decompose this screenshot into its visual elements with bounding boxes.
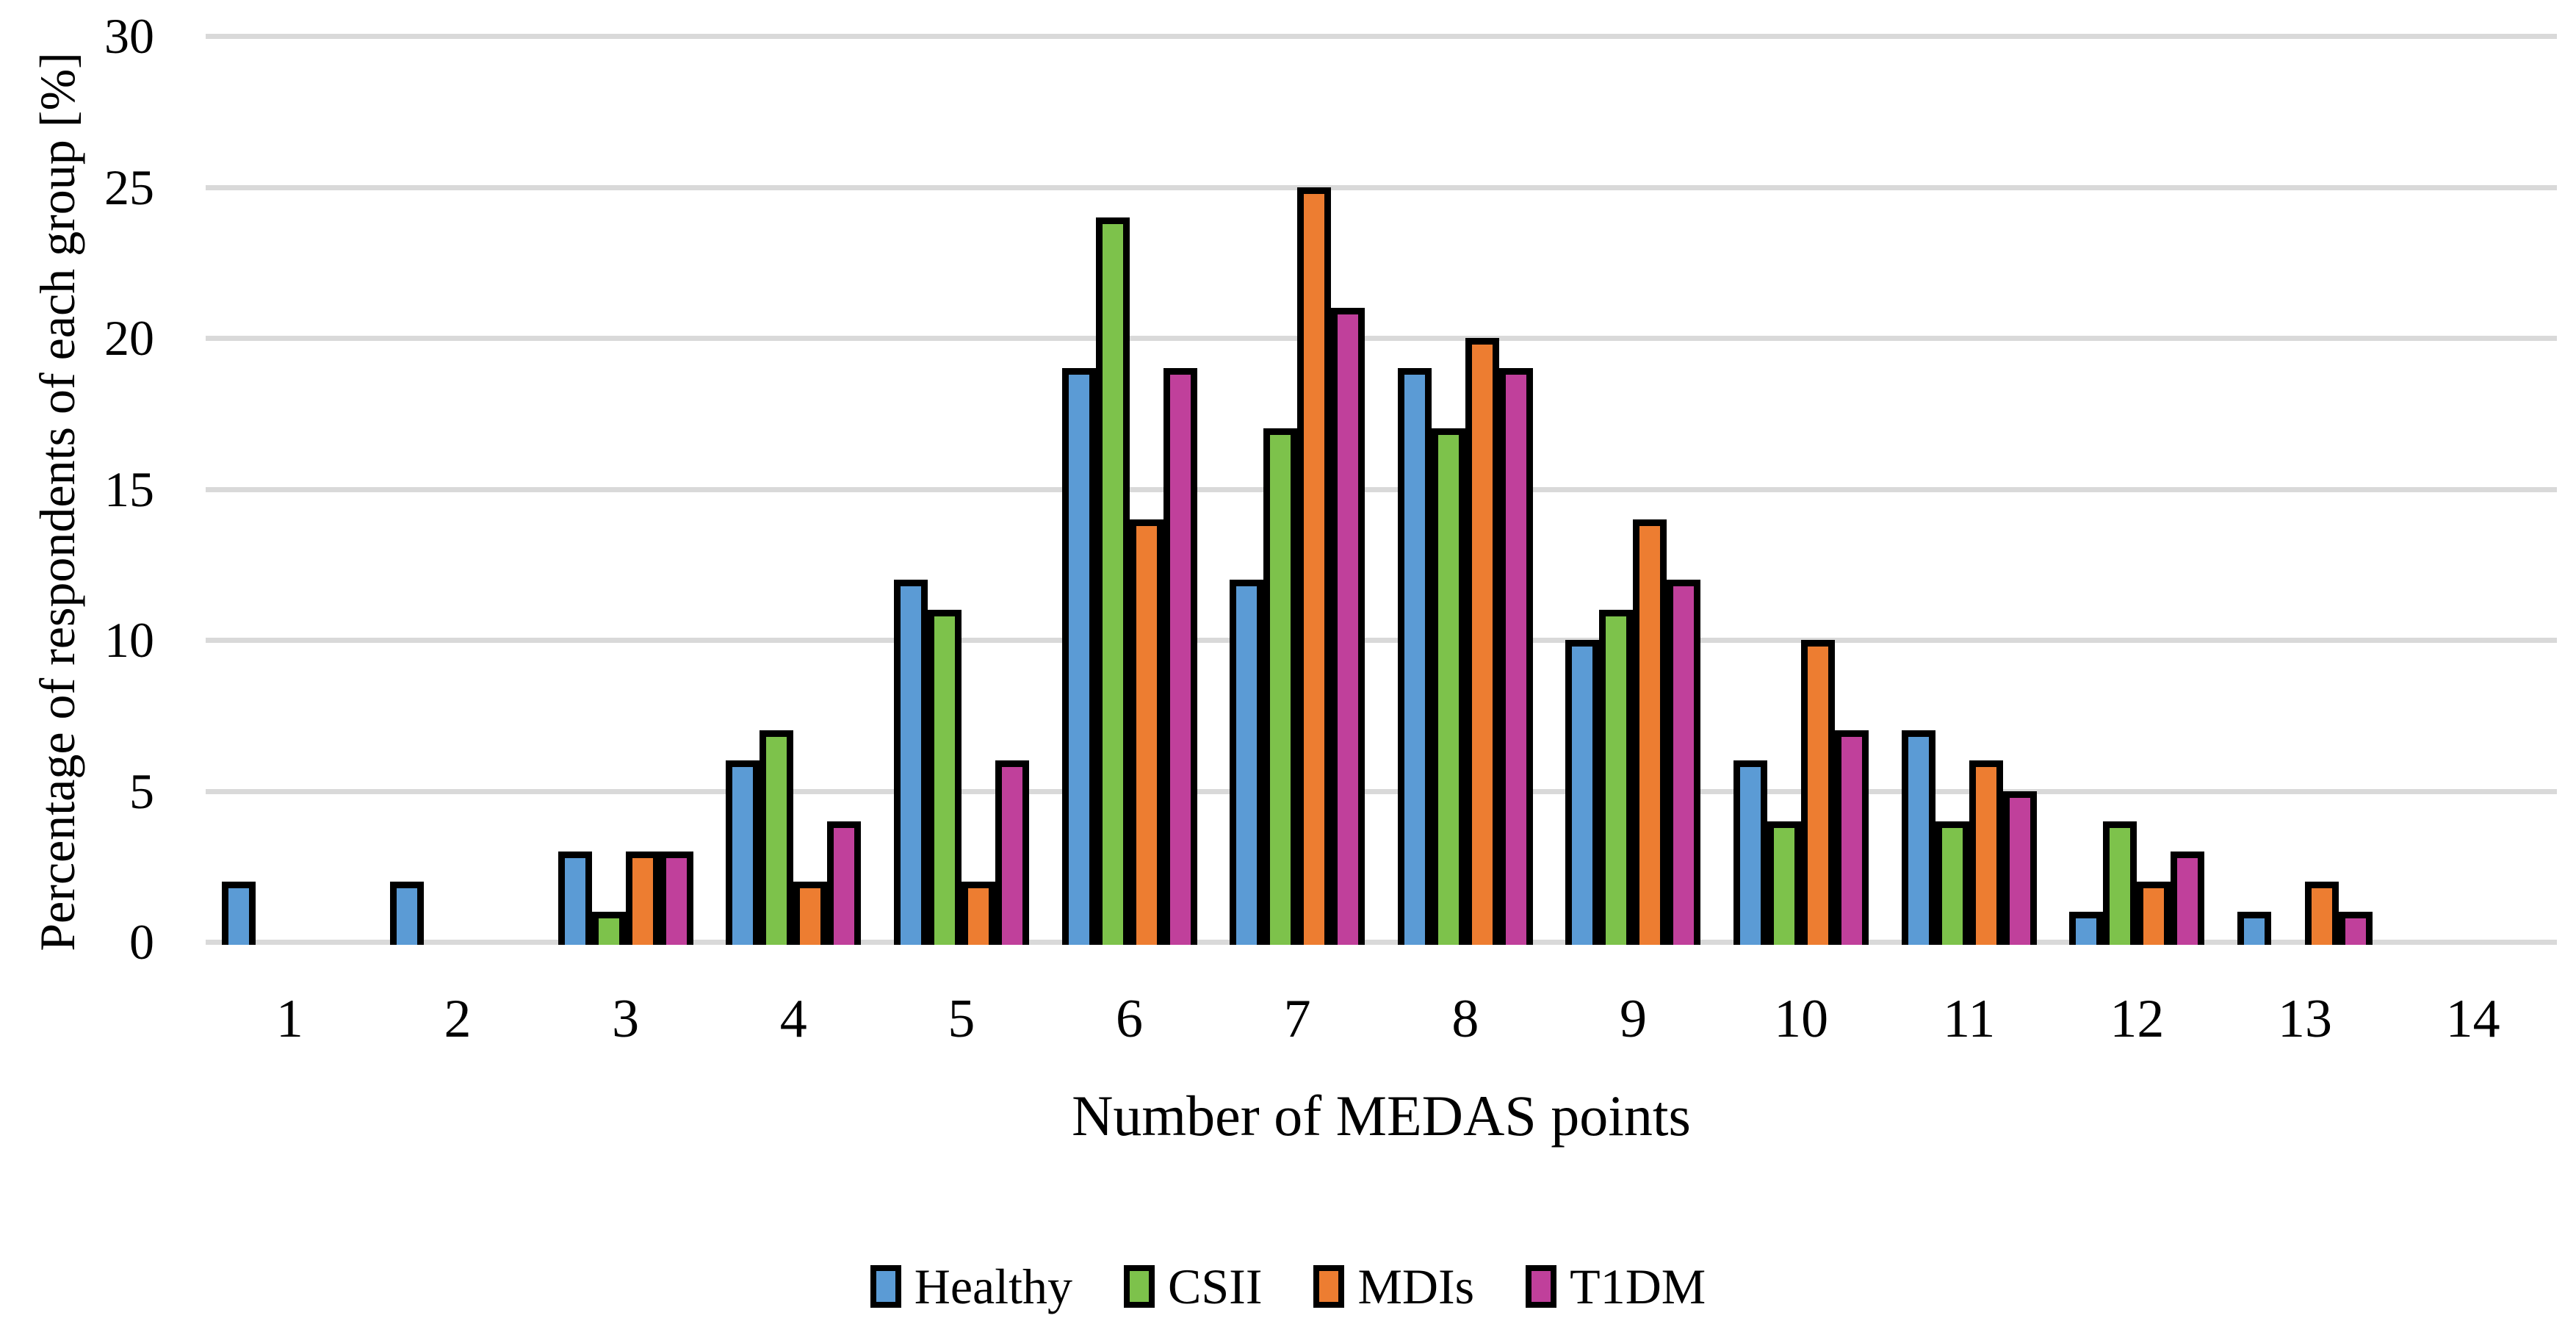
plot-area — [206, 0, 2557, 1332]
legend-swatch-healthy — [870, 1265, 901, 1308]
bar-healthy-cat5 — [893, 579, 928, 945]
legend-swatch-csii — [1124, 1265, 1155, 1308]
bar-csii-cat7 — [1263, 428, 1298, 945]
bar-healthy-cat8 — [1397, 368, 1432, 945]
x-tick-label-14: 14 — [2445, 989, 2500, 1049]
legend-label-healthy: Healthy — [914, 1259, 1072, 1314]
bar-mdis-cat10 — [1801, 640, 1836, 945]
bar-csii-cat6 — [1095, 217, 1130, 945]
bar-healthy-cat1 — [222, 881, 256, 945]
bar-mdis-cat8 — [1465, 338, 1499, 945]
legend-item-csii: CSII — [1124, 1260, 1262, 1313]
x-tick-label-3: 3 — [612, 989, 640, 1049]
bar-t1dm-cat3 — [659, 851, 693, 945]
bar-csii-cat11 — [1935, 821, 1969, 945]
bar-t1dm-cat5 — [995, 760, 1029, 945]
bar-mdis-cat6 — [1129, 519, 1163, 945]
x-tick-label-12: 12 — [2110, 989, 2165, 1049]
y-tick-label-10: 10 — [104, 612, 154, 668]
bar-csii-cat12 — [2103, 821, 2137, 945]
x-tick-label-7: 7 — [1283, 989, 1311, 1049]
bar-mdis-cat7 — [1297, 187, 1332, 945]
y-tick-label-5: 5 — [129, 763, 154, 819]
x-tick-label-8: 8 — [1451, 989, 1479, 1049]
bar-csii-cat9 — [1599, 609, 1634, 945]
gridline-y-30 — [206, 34, 2557, 39]
legend-item-healthy: Healthy — [870, 1260, 1072, 1313]
bar-t1dm-cat11 — [2002, 791, 2037, 945]
x-tick-label-9: 9 — [1619, 989, 1647, 1049]
bar-healthy-cat9 — [1565, 640, 1600, 945]
bar-t1dm-cat12 — [2171, 851, 2205, 945]
gridline-y-25 — [206, 184, 2557, 190]
bar-healthy-cat11 — [1901, 730, 1935, 945]
legend-item-mdis: MDIs — [1313, 1260, 1474, 1313]
bar-mdis-cat9 — [1633, 519, 1667, 945]
bar-t1dm-cat6 — [1163, 368, 1197, 945]
bar-healthy-cat4 — [726, 760, 760, 945]
y-tick-label-15: 15 — [104, 461, 154, 517]
bar-t1dm-cat8 — [1498, 368, 1533, 945]
bar-t1dm-cat13 — [2339, 911, 2373, 945]
x-tick-label-5: 5 — [948, 989, 975, 1049]
bar-csii-cat3 — [591, 911, 626, 945]
bar-t1dm-cat7 — [1331, 307, 1365, 945]
bar-healthy-cat12 — [2069, 911, 2104, 945]
bar-healthy-cat6 — [1061, 368, 1096, 945]
bar-mdis-cat13 — [2305, 881, 2339, 945]
bar-mdis-cat4 — [793, 881, 828, 945]
x-tick-label-2: 2 — [444, 989, 472, 1049]
x-tick-label-10: 10 — [1774, 989, 1829, 1049]
legend-swatch-t1dm — [1526, 1265, 1557, 1308]
legend-swatch-mdis — [1313, 1265, 1345, 1308]
bar-healthy-cat3 — [558, 851, 592, 945]
x-tick-label-1: 1 — [275, 989, 303, 1049]
bar-healthy-cat7 — [1230, 579, 1264, 945]
bar-t1dm-cat10 — [1835, 730, 1869, 945]
bar-csii-cat8 — [1431, 428, 1465, 945]
bar-mdis-cat3 — [625, 851, 660, 945]
bar-healthy-cat2 — [389, 881, 424, 945]
bar-t1dm-cat9 — [1667, 579, 1701, 945]
legend-label-csii: CSII — [1168, 1259, 1263, 1314]
legend-item-t1dm: T1DM — [1526, 1260, 1706, 1313]
bar-healthy-cat13 — [2237, 911, 2272, 945]
bar-healthy-cat10 — [1733, 760, 1768, 945]
y-tick-label-30: 30 — [104, 8, 154, 64]
bar-csii-cat10 — [1767, 821, 1802, 945]
gridline-y-20 — [206, 336, 2557, 341]
bar-mdis-cat12 — [2137, 881, 2171, 945]
bar-mdis-cat5 — [961, 881, 995, 945]
bar-t1dm-cat4 — [827, 821, 862, 945]
legend-label-t1dm: T1DM — [1570, 1259, 1706, 1314]
x-tick-label-13: 13 — [2278, 989, 2333, 1049]
x-tick-label-6: 6 — [1116, 989, 1144, 1049]
gridline-y-10 — [206, 638, 2557, 643]
gridline-y-15 — [206, 486, 2557, 492]
gridline-y-0 — [206, 940, 2557, 945]
gridline-y-5 — [206, 788, 2557, 794]
x-tick-label-11: 11 — [1943, 989, 1996, 1049]
y-tick-label-0: 0 — [129, 914, 154, 970]
legend: Healthy CSII MDIs T1DM — [0, 1253, 2576, 1320]
x-axis-title: Number of MEDAS points — [1072, 1084, 1691, 1148]
y-tick-label-20: 20 — [104, 310, 154, 366]
bar-csii-cat4 — [760, 730, 794, 945]
legend-label-mdis: MDIs — [1357, 1259, 1475, 1314]
bar-mdis-cat11 — [1969, 760, 2003, 945]
y-tick-label-25: 25 — [104, 159, 154, 215]
x-tick-label-4: 4 — [779, 989, 807, 1049]
bar-csii-cat5 — [927, 609, 962, 945]
